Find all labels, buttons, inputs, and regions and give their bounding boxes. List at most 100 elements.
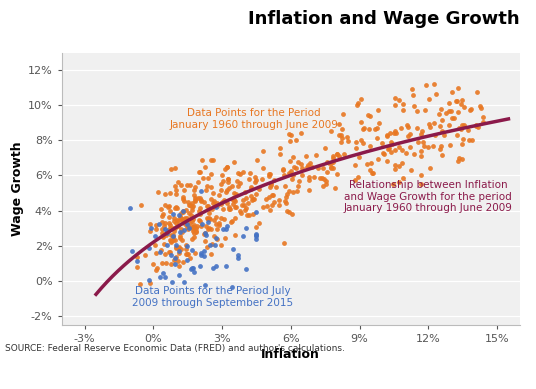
Point [233,178,241,184]
Point [193,195,202,201]
Point [196,205,204,212]
Point [183,221,192,228]
Point [366,167,374,173]
Point [351,176,359,182]
Point [190,230,198,236]
Point [222,200,231,206]
Point [241,207,250,213]
Point [272,184,280,191]
Point [214,220,223,226]
Point [285,138,294,144]
Point [472,122,480,128]
Point [212,263,220,269]
Text: SOURCE: Federal Reserve Economic Data (FRED) and author's calculations.: SOURCE: Federal Reserve Economic Data (F… [5,344,345,353]
Point [276,144,284,151]
Point [391,166,399,172]
Point [215,192,224,198]
Point [288,175,296,182]
Point [305,173,314,180]
Point [239,233,247,239]
Point [207,251,215,258]
Point [179,258,188,265]
Point [373,125,381,131]
Point [187,204,196,210]
Point [137,202,145,208]
Point [183,215,191,221]
Point [200,230,209,237]
Point [385,144,393,151]
Point [145,228,154,235]
Point [407,86,416,93]
Text: Federal Reserve Bank of St. Louis: Federal Reserve Bank of St. Louis [6,370,209,382]
Point [335,121,344,127]
Point [219,206,227,212]
Point [459,136,467,142]
Point [468,137,477,143]
Point [205,225,213,231]
Point [386,149,395,156]
Point [197,250,205,256]
Point [283,207,292,214]
Point [167,252,175,258]
Point [333,170,341,177]
Point [181,216,189,223]
Point [190,269,198,275]
Point [228,201,237,207]
Point [190,194,199,201]
Point [440,132,448,138]
Point [250,195,258,202]
Point [189,186,198,193]
Point [337,132,345,138]
Point [210,217,219,223]
Point [161,251,169,257]
Point [444,108,453,114]
Point [327,164,336,170]
Point [434,111,443,117]
Point [363,112,372,119]
Point [404,133,412,139]
Point [332,151,341,157]
Point [250,179,259,185]
Point [397,147,406,153]
Point [386,139,395,145]
Point [413,107,421,114]
Point [172,254,180,260]
Point [175,248,184,254]
Point [388,140,397,147]
Point [258,165,267,172]
Point [185,202,194,208]
Point [175,212,183,219]
Point [199,231,208,237]
Point [172,187,180,193]
Point [445,142,454,148]
Point [262,203,271,209]
Point [181,221,190,228]
Point [162,228,171,234]
Point [198,157,206,163]
Point [281,183,289,189]
Point [269,191,277,198]
Point [426,124,434,130]
Point [408,92,417,98]
Point [167,166,176,172]
Point [171,182,180,189]
Point [165,203,174,209]
Point [181,251,190,257]
Point [185,202,193,208]
Point [192,225,200,231]
Point [212,204,221,210]
Point [209,200,217,206]
Point [438,128,446,134]
Point [167,261,176,268]
Point [423,144,432,150]
Point [196,169,204,175]
Point [306,160,314,166]
Point [204,175,213,181]
Point [189,203,198,209]
Point [179,226,188,233]
Point [187,265,195,272]
Point [425,96,433,102]
Point [326,128,335,134]
Point [220,197,228,203]
Point [294,182,303,189]
